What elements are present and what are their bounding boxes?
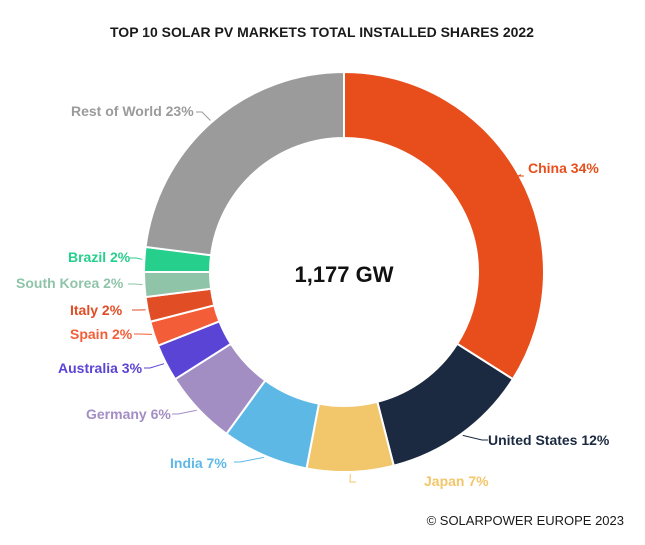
leader-united-states: [462, 434, 488, 441]
label-india: India 7%: [170, 455, 227, 471]
leader-australia: [144, 363, 165, 369]
label-south-korea: South Korea 2%: [16, 275, 124, 291]
chart-title: TOP 10 SOLAR PV MARKETS TOTAL INSTALLED …: [110, 24, 534, 40]
label-leaders: [128, 111, 524, 483]
slice-labels: China 34% United States 12% Japan 7% India …: [16, 103, 610, 489]
leader-china: [517, 174, 524, 177]
slice-china: [343, 70, 545, 381]
slice-japan: [305, 400, 395, 473]
label-spain: Spain 2%: [70, 326, 133, 342]
center-total-label: 1,177 GW: [294, 262, 393, 287]
label-brazil: Brazil 2%: [68, 249, 131, 265]
slice-rest-of-world: [144, 70, 345, 257]
label-japan: Japan 7%: [424, 473, 489, 489]
leader-germany: [172, 409, 197, 415]
label-germany: Germany 6%: [86, 406, 171, 422]
leader-rest-of-world: [196, 111, 211, 121]
leader-south-korea: [128, 283, 143, 286]
label-rest-of-world: Rest of World 23%: [71, 103, 194, 119]
leader-japan: [349, 473, 356, 483]
label-australia: Australia 3%: [58, 360, 143, 376]
label-italy: Italy 2%: [70, 302, 123, 318]
label-united-states: United States 12%: [488, 432, 610, 448]
leader-india: [234, 456, 264, 463]
label-china: China 34%: [528, 160, 599, 176]
donut-slices: [142, 70, 545, 473]
source-credit: © SOLARPOWER EUROPE 2023: [427, 513, 624, 528]
leader-brazil: [130, 257, 143, 260]
